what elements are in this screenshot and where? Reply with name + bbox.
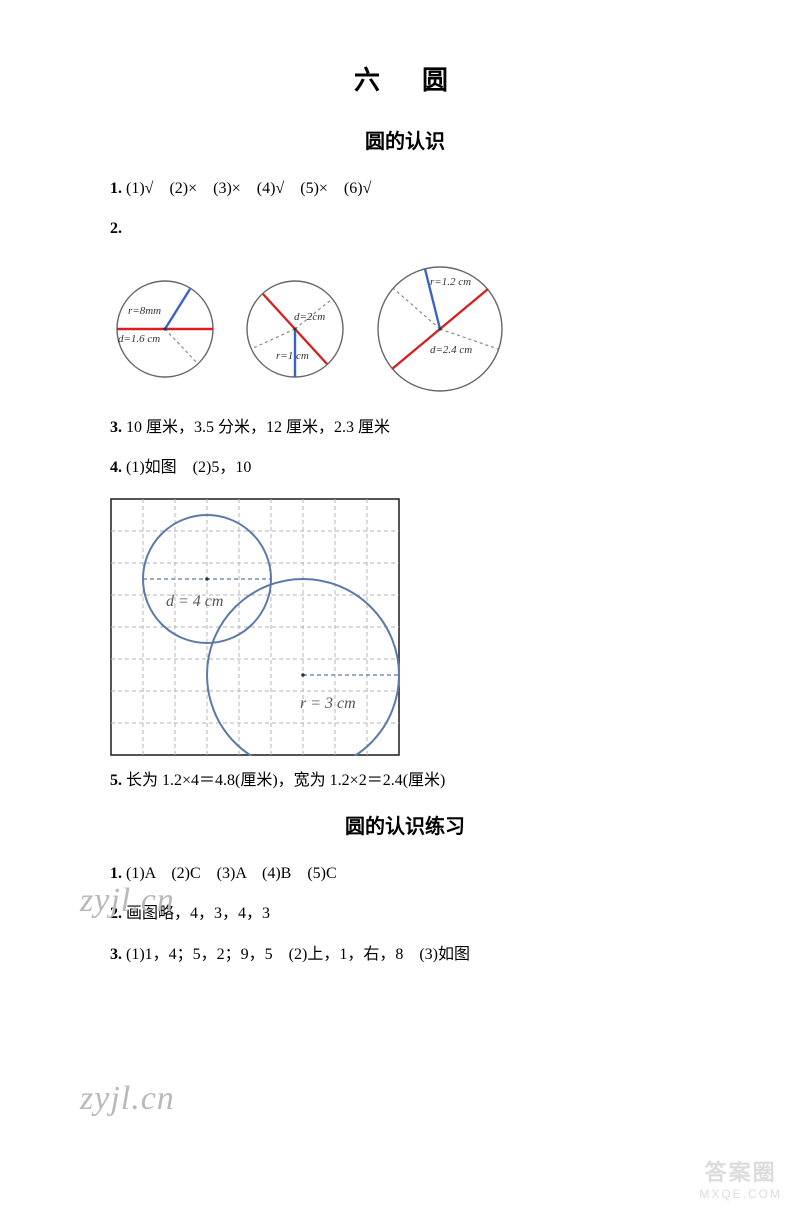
p1-text: (1)A (2)C (3)A (4)B (5)C (126, 865, 337, 882)
brand-logo: 答案圈 MXQE.COM (699, 1155, 782, 1201)
grid-diagram: d = 4 cm r = 3 cm (110, 498, 400, 756)
q1-text: (1)√ (2)× (3)× (4)√ (5)× (6)√ (126, 180, 371, 197)
grid-circle1-label: d = 4 cm (166, 593, 223, 610)
r-label: r=1.2 cm (430, 276, 471, 288)
q3-num: 3. (110, 419, 122, 436)
center-dot (438, 327, 441, 330)
p2-text: 画图略，4，3，4，3 (126, 905, 270, 922)
brand-line2: MXQE.COM (699, 1187, 782, 1201)
q1-row: 1. (1)√ (2)× (3)× (4)√ (5)× (6)√ (110, 178, 700, 200)
p3-row: 3. (1)1，4；5，2；9，5 (2)上，1，右，8 (3)如图 (110, 944, 700, 966)
d-label: d=1.6 cm (118, 333, 160, 345)
p3-text: (1)1，4；5，2；9，5 (2)上，1，右，8 (3)如图 (126, 946, 470, 963)
d-label: d=2.4 cm (430, 344, 472, 356)
center-dot (163, 327, 166, 330)
p1-num: 1. (110, 865, 122, 882)
section-title-2: 圆的认识练习 (110, 810, 700, 839)
q5-text: 长为 1.2×4＝4.8(厘米)，宽为 1.2×2＝2.4(厘米) (126, 772, 445, 789)
q1-num: 1. (110, 180, 122, 197)
q5-row: 5. 长为 1.2×4＝4.8(厘米)，宽为 1.2×2＝2.4(厘米) (110, 770, 700, 792)
q5-num: 5. (110, 772, 122, 789)
p3-num: 3. (110, 946, 122, 963)
p1-row: 1. (1)A (2)C (3)A (4)B (5)C (110, 863, 700, 885)
q3-row: 3. 10 厘米，3.5 分米，12 厘米，2.3 厘米 (110, 417, 700, 439)
d-label: d=2cm (294, 311, 325, 323)
q4-row: 4. (1)如图 (2)5，10 (110, 457, 700, 479)
p2-row: 2. 画图略，4，3，4，3 (110, 903, 700, 925)
r-label: r=1 cm (276, 350, 309, 362)
r-label: r=8mm (128, 305, 161, 317)
section-title-1: 圆的认识 (110, 125, 700, 154)
q4-num: 4. (110, 459, 122, 476)
circle-diagram-1: r=8mm d=1.6 cm (110, 274, 220, 384)
q4-text: (1)如图 (2)5，10 (126, 459, 251, 476)
center-dot (293, 327, 296, 330)
q2-circles: r=8mm d=1.6 cm d=2cm r=1 cm r=1.2 cm d=2… (110, 259, 700, 399)
circle-diagram-2: d=2cm r=1 cm (240, 274, 350, 384)
brand-line1: 答案圈 (699, 1155, 782, 1187)
q3-text: 10 厘米，3.5 分米，12 厘米，2.3 厘米 (126, 419, 390, 436)
q2-row: 2. (110, 218, 700, 240)
watermark-2: zyjl.cn (80, 1080, 175, 1118)
grid-circle2-label: r = 3 cm (300, 695, 356, 712)
circle-diagram-3: r=1.2 cm d=2.4 cm (370, 259, 510, 399)
q2-num: 2. (110, 220, 122, 237)
p2-num: 2. (110, 905, 122, 922)
chapter-title: 六 圆 (110, 60, 700, 97)
